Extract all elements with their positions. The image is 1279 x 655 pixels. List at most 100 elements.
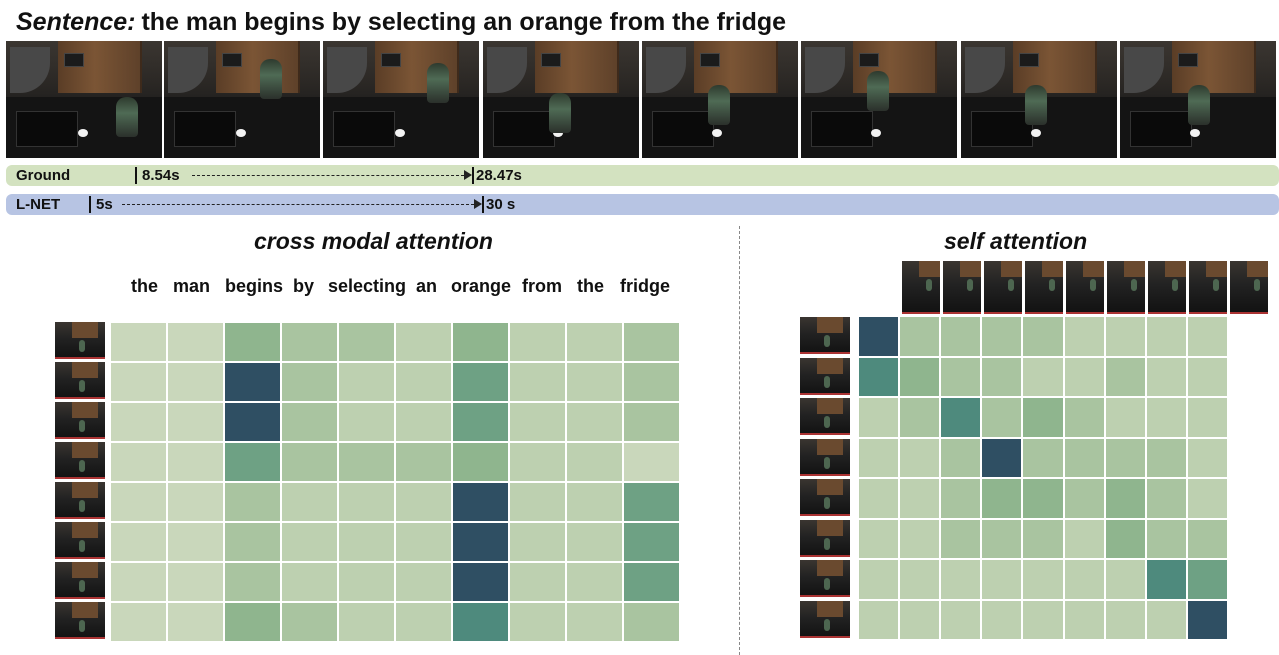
heatmap-cell bbox=[940, 437, 982, 478]
word-label: begins bbox=[225, 276, 284, 296]
heatmap-cell bbox=[566, 402, 623, 442]
frame-thumbnail bbox=[1148, 261, 1186, 314]
heatmap-cell bbox=[623, 522, 680, 562]
heatmap-cell bbox=[566, 482, 623, 522]
heatmap-cell bbox=[395, 602, 452, 642]
frame-thumbnail bbox=[55, 362, 105, 399]
heatmap-cell bbox=[1145, 397, 1187, 438]
heatmap-cell bbox=[110, 402, 167, 442]
heatmap-cell bbox=[899, 478, 941, 519]
heatmap-cell bbox=[566, 602, 623, 642]
heatmap-cell bbox=[981, 518, 1023, 559]
heatmap-cell bbox=[281, 522, 338, 562]
heatmap-cell bbox=[1186, 478, 1228, 519]
heatmap-cell bbox=[224, 322, 281, 362]
lnet-span-line bbox=[122, 204, 474, 205]
heatmap-cell bbox=[858, 478, 900, 519]
video-frame bbox=[164, 41, 320, 158]
heatmap-cell bbox=[858, 437, 900, 478]
ground-start-time: 8.54s bbox=[142, 167, 180, 184]
heatmap-cell bbox=[1104, 397, 1146, 438]
heatmap-cell bbox=[452, 362, 509, 402]
video-frame bbox=[801, 41, 957, 158]
word-axis-labels: the man begins by selecting an orange from the fr… bbox=[110, 276, 680, 300]
frame-thumbnail bbox=[800, 317, 850, 354]
heatmap-cell bbox=[566, 362, 623, 402]
heatmap-cell bbox=[566, 562, 623, 602]
heatmap-cell bbox=[509, 402, 566, 442]
frame-thumbnail bbox=[800, 519, 850, 557]
heatmap-cell bbox=[452, 322, 509, 362]
frame-thumbnail bbox=[55, 402, 105, 439]
heatmap-cell bbox=[981, 437, 1023, 478]
heatmap-cell bbox=[395, 442, 452, 482]
ground-end-marker bbox=[472, 167, 474, 184]
heatmap-cell bbox=[1022, 518, 1064, 559]
word-label: fridge bbox=[620, 276, 671, 296]
heatmap-cell bbox=[281, 482, 338, 522]
heatmap-cell bbox=[167, 522, 224, 562]
heatmap-cell bbox=[899, 599, 941, 640]
self-attention-heatmap bbox=[858, 316, 1228, 640]
heatmap-cell bbox=[1063, 599, 1105, 640]
frame-thumbnail bbox=[55, 522, 105, 559]
heatmap-cell bbox=[940, 559, 982, 600]
word-label: by bbox=[293, 276, 315, 296]
frame-thumbnail bbox=[55, 602, 105, 639]
heatmap-cell bbox=[566, 522, 623, 562]
heatmap-cell bbox=[1063, 397, 1105, 438]
heatmap-cell bbox=[281, 322, 338, 362]
heatmap-cell bbox=[623, 402, 680, 442]
frame-thumbnail bbox=[55, 442, 105, 479]
word-label: selecting bbox=[328, 276, 407, 296]
video-frame bbox=[483, 41, 639, 158]
video-frame bbox=[642, 41, 798, 158]
word-label: the bbox=[131, 276, 158, 296]
heatmap-cell bbox=[1104, 437, 1146, 478]
video-frame bbox=[961, 41, 1117, 158]
heatmap-cell bbox=[858, 599, 900, 640]
heatmap-cell bbox=[281, 562, 338, 602]
heatmap-cell bbox=[1104, 518, 1146, 559]
section-divider bbox=[739, 226, 740, 655]
heatmap-cell bbox=[167, 482, 224, 522]
heatmap-cell bbox=[452, 402, 509, 442]
heatmap-cell bbox=[623, 482, 680, 522]
heatmap-cell bbox=[623, 602, 680, 642]
heatmap-cell bbox=[509, 602, 566, 642]
heatmap-cell bbox=[110, 482, 167, 522]
heatmap-cell bbox=[981, 356, 1023, 397]
word-label: man bbox=[173, 276, 211, 296]
heatmap-cell bbox=[338, 602, 395, 642]
heatmap-cell bbox=[224, 442, 281, 482]
heatmap-cell bbox=[1022, 397, 1064, 438]
heatmap-cell bbox=[1063, 437, 1105, 478]
heatmap-cell bbox=[281, 442, 338, 482]
heatmap-cell bbox=[981, 559, 1023, 600]
heatmap-cell bbox=[509, 322, 566, 362]
heatmap-cell bbox=[899, 437, 941, 478]
heatmap-cell bbox=[167, 442, 224, 482]
frame-thumbnail bbox=[800, 600, 850, 638]
heatmap-cell bbox=[338, 562, 395, 602]
frame-thumbnail bbox=[1025, 261, 1063, 314]
video-frame-strip bbox=[6, 41, 1278, 158]
word-label: orange bbox=[451, 276, 512, 296]
heatmap-cell bbox=[452, 562, 509, 602]
lnet-start-time: 5s bbox=[96, 196, 113, 213]
heatmap-cell bbox=[981, 397, 1023, 438]
heatmap-cell bbox=[623, 322, 680, 362]
video-frame bbox=[323, 41, 479, 158]
heatmap-cell bbox=[395, 322, 452, 362]
heatmap-cell bbox=[1022, 599, 1064, 640]
heatmap-cell bbox=[1186, 316, 1228, 357]
heatmap-cell bbox=[1145, 356, 1187, 397]
sentence-text: the man begins by selecting an orange fr… bbox=[141, 8, 787, 36]
heatmap-cell bbox=[338, 442, 395, 482]
heatmap-cell bbox=[509, 482, 566, 522]
heatmap-cell bbox=[395, 522, 452, 562]
word-label: the bbox=[577, 276, 604, 296]
heatmap-cell bbox=[224, 522, 281, 562]
lnet-label: L-NET bbox=[16, 196, 61, 213]
heatmap-cell bbox=[899, 356, 941, 397]
